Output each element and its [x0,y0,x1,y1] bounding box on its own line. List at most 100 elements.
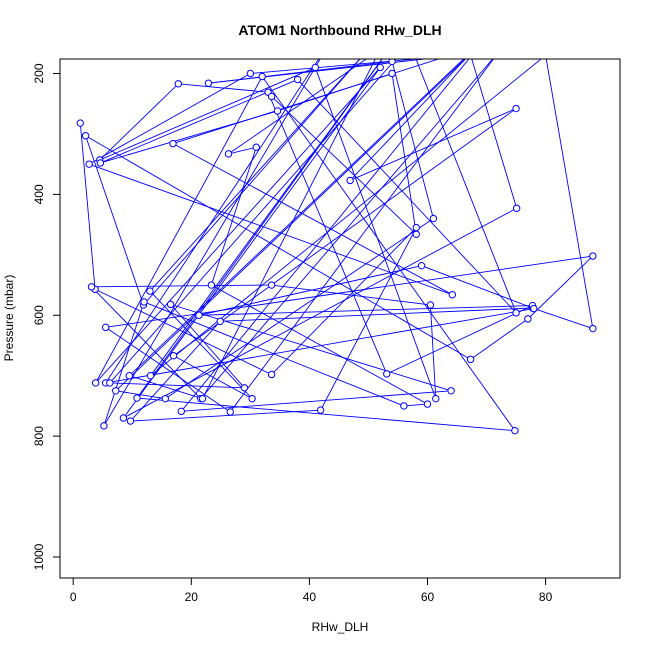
data-point [204,79,213,87]
series-line-segment [123,207,517,419]
data-point [544,59,547,60]
data-point [483,34,489,40]
series-line-segment [533,308,593,329]
data-point [388,69,396,78]
data-point [177,407,185,416]
series-line-segment [149,290,253,399]
series-line-segment [109,382,245,389]
series-line-segment [85,135,144,306]
series-line-segment [349,59,467,181]
data-point [246,69,255,78]
data-point [195,311,203,319]
data-point [316,406,325,414]
data-point [311,63,320,72]
series-line-segment [211,284,428,405]
data-point [293,75,302,84]
data-point [161,394,170,403]
data-point [412,223,420,232]
data-point [365,46,371,52]
series-line-segment [181,390,452,412]
y-tick-label: 800 [32,426,46,446]
plot-frame [59,58,621,579]
data-point [466,46,472,52]
series-line-segment [277,73,393,112]
data-point [417,261,426,270]
series-line-segment [165,218,434,400]
series-line-segment [91,284,272,288]
series-line-segment [95,67,381,384]
series-line-segment [229,59,494,413]
data-point [524,315,532,323]
data-point [166,300,175,309]
data-point [448,291,457,299]
data-point [252,143,260,151]
series-line-segment [198,265,422,316]
series-layer [76,34,597,435]
data-point [376,63,384,72]
data-point [258,72,266,81]
series-line-segment [130,409,321,422]
data-point [407,40,413,46]
series-line-segment [391,61,434,219]
data-point [377,46,383,52]
series-line-segment [391,73,417,235]
x-tick-label: 80 [539,590,553,604]
series-line-segment [143,59,361,306]
data-point [76,119,84,127]
series-line-segment [100,110,278,164]
y-tick-label: 200 [32,63,46,83]
data-point [511,426,519,435]
series-line-segment [99,83,179,161]
data-point [429,214,438,223]
x-tick-label: 40 [303,590,317,604]
data-point [466,355,475,364]
series-line-segment [105,326,231,413]
data-point [91,379,100,387]
series-line-segment [271,227,417,375]
data-point [169,352,178,360]
data-point [495,49,501,55]
series-line-segment [200,59,494,399]
data-point [87,283,96,291]
data-point [119,414,128,422]
series-line-segment [386,305,533,375]
data-point [388,59,396,66]
x-axis: 0 20 40 60 80 [70,578,553,604]
data-point [267,92,276,101]
data-point [530,304,538,313]
data-point [198,394,207,403]
series-line-segment [105,255,593,328]
series-line-segment [421,265,533,309]
series-line-segment [150,59,383,376]
series-line-segment [103,59,321,427]
data-point [85,160,93,168]
data-point [81,132,90,140]
series-line-segment [99,67,316,161]
data-point [100,422,108,430]
y-tick-label: 400 [32,184,46,204]
series-line-segment [178,83,269,93]
y-tick-label: 600 [32,305,46,325]
data-point [112,387,120,395]
series-line-segment [85,135,471,360]
data-point [512,104,520,113]
data-point [248,394,256,403]
series-line-segment [150,59,542,377]
data-point [512,309,520,317]
data-point [146,287,154,295]
data-point [426,301,435,309]
series-line-segment [228,146,257,155]
series-line-segment [136,397,515,432]
data-point [207,281,216,289]
series-line-segment [79,123,96,290]
series-line-segment [149,59,361,292]
series-line-segment [128,59,465,377]
data-point [383,370,391,378]
series-line-segment [143,301,405,407]
series-line-segment [470,318,529,360]
series-line-segment [261,76,516,431]
series-line-segment [210,147,257,286]
data-point [267,370,276,379]
x-tick-label: 20 [185,590,199,604]
